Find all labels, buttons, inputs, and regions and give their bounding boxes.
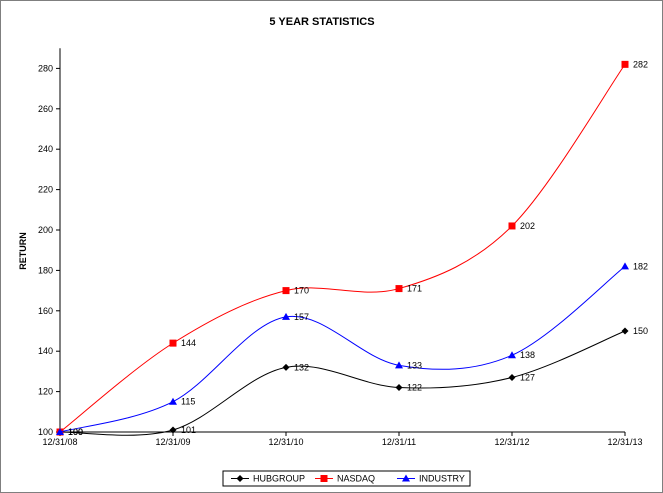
legend: HUBGROUP NASDAQ INDUSTRY [222, 470, 471, 487]
industry-line [59, 265, 626, 433]
series-industry: 100 115 157 133 138 182 [56, 261, 648, 437]
nasdaq-point [508, 222, 516, 230]
legend-marker-hubgroup [236, 475, 244, 482]
nasdaq-point [395, 285, 403, 293]
y-tick-label: 160 [38, 306, 53, 316]
hubgroup-point [508, 373, 516, 381]
axes: 100 120 140 160 180 200 220 240 260 280 12/31/08 12… [38, 48, 643, 447]
nasdaq-line [59, 64, 626, 433]
legend-label-industry: INDUSTRY [419, 474, 465, 484]
y-tick-label: 200 [38, 225, 53, 235]
nasdaq-data-label: 144 [181, 338, 196, 348]
legend-box [222, 470, 471, 487]
series-nasdaq: 100 144 170 171 202 282 [56, 59, 648, 437]
y-tick-label: 100 [38, 427, 53, 437]
hubgroup-point [621, 327, 629, 335]
y-tick-label: 220 [38, 185, 53, 195]
industry-point [395, 361, 403, 369]
industry-data-label: 115 [181, 397, 195, 407]
hubgroup-data-label: 101 [181, 425, 196, 435]
nasdaq-point [621, 60, 629, 68]
legend-marker-nasdaq [320, 475, 328, 482]
y-tick-label: 260 [38, 104, 53, 114]
industry-data-label: 182 [633, 261, 648, 271]
hubgroup-data-label: 100 [68, 427, 83, 437]
industry-data-label: 133 [407, 360, 422, 370]
nasdaq-data-label: 171 [407, 284, 422, 294]
legend-label-nasdaq: NASDAQ [337, 474, 375, 484]
nasdaq-point [169, 339, 177, 347]
hubgroup-point [169, 426, 177, 434]
x-tick-label: 12/31/13 [607, 437, 642, 447]
nasdaq-data-label: 202 [520, 221, 535, 231]
hubgroup-data-label: 150 [633, 326, 648, 336]
y-tick-label: 240 [38, 144, 53, 154]
industry-data-label: 157 [294, 312, 309, 322]
industry-point [508, 351, 516, 359]
x-tick-label: 12/31/11 [382, 437, 416, 447]
y-tick-label: 180 [38, 265, 53, 275]
hubgroup-point [395, 384, 403, 392]
y-tick-label: 280 [38, 63, 53, 73]
x-tick-label: 12/31/10 [268, 437, 303, 447]
nasdaq-point [282, 287, 290, 295]
hubgroup-data-label: 122 [407, 383, 422, 393]
industry-data-label: 138 [520, 350, 535, 360]
industry-point [621, 262, 629, 270]
industry-point [169, 397, 177, 405]
hubgroup-data-label: 127 [520, 372, 535, 382]
y-axis-label: RETURN [18, 232, 28, 270]
legend-marker-industry [402, 474, 410, 482]
legend-item-hubgroup: HUBGROUP [231, 474, 305, 484]
legend-label-hubgroup: HUBGROUP [253, 474, 305, 484]
x-tick-label: 12/31/09 [155, 437, 190, 447]
chart-title: 5 YEAR STATISTICS [269, 16, 374, 28]
industry-point [282, 312, 290, 320]
x-tick-label: 12/31/08 [42, 437, 77, 447]
industry-point [56, 428, 64, 435]
y-tick-label: 120 [38, 387, 53, 397]
nasdaq-data-label: 100 [68, 427, 83, 437]
legend-item-nasdaq: NASDAQ [315, 474, 375, 484]
nasdaq-data-label: 282 [633, 59, 648, 69]
hubgroup-point [282, 363, 290, 371]
y-tick-label: 140 [38, 346, 53, 356]
x-tick-label: 12/31/12 [494, 437, 529, 447]
legend-item-industry: INDUSTRY [397, 474, 465, 484]
nasdaq-data-label: 170 [294, 286, 309, 296]
hubgroup-data-label: 132 [294, 362, 309, 372]
hubgroup-line [59, 330, 626, 436]
industry-data-label: 100 [68, 427, 83, 437]
